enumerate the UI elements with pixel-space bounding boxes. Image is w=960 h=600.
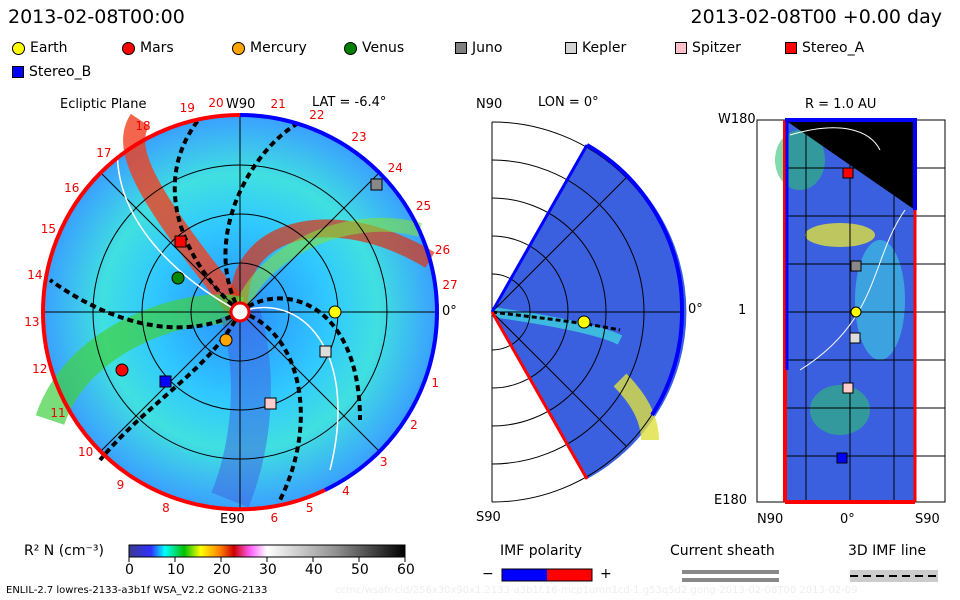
carrington-label: 9 [116, 478, 125, 493]
panel1-lat: LAT = -6.4° [312, 95, 387, 110]
panel2-right-label: 0° [688, 302, 703, 317]
carrington-label: 2 [410, 418, 418, 433]
carrington-label: 20 [208, 95, 224, 110]
legend-item-mercury: Mercury [232, 40, 307, 56]
carrington-label: 21 [270, 97, 286, 112]
colorbar-tick-label: 60 [397, 562, 415, 578]
carrington-label: 22 [309, 107, 325, 122]
imf-negative-swatch [502, 569, 547, 581]
colorbar-tick-label: 0 [125, 562, 134, 578]
carrington-label: 4 [342, 484, 350, 498]
colorbar-ticks [128, 557, 406, 562]
imf-minus: − [482, 566, 494, 582]
carrington-label: 27 [442, 278, 458, 293]
imf-positive-swatch [547, 569, 592, 581]
imf-plus: + [600, 566, 612, 582]
panel3-x-mid: 0° [840, 512, 855, 527]
colorbar-tick-label: 30 [259, 562, 277, 578]
carrington-label: 23 [351, 129, 367, 144]
carrington-label: 13 [24, 314, 40, 329]
legend-item-kepler: Kepler [565, 40, 626, 56]
panel3-title: R = 1.0 AU [805, 97, 877, 112]
colorbar-tick-label: 20 [213, 562, 231, 578]
legend-label: Stereo_A [802, 40, 865, 56]
circle-marker-icon [12, 41, 25, 55]
colorbar-tick-label: 50 [351, 562, 369, 578]
legend-label: Stereo_B [29, 64, 92, 80]
current-sheath-label: Current sheath [670, 543, 775, 559]
left-timestamp: 2013-02-08T00:00 [8, 6, 185, 28]
legend-label: Kepler [582, 40, 627, 56]
panel3-top-left: W180 [718, 112, 756, 127]
carrington-label: 5 [305, 501, 314, 516]
carrington-label: 14 [27, 267, 43, 282]
panel1-top-label: W90 [226, 97, 256, 112]
panel2-lon: LON = 0° [538, 95, 599, 110]
panel1-title: Ecliptic Plane [60, 97, 147, 112]
1au-sphere-plot [756, 118, 946, 504]
panel3-bottom-left: E180 [714, 493, 748, 508]
carrington-label: 19 [179, 101, 195, 116]
colorbar-tick-label: 40 [305, 562, 323, 578]
square-marker-icon [675, 42, 687, 54]
carrington-label: 12 [32, 361, 48, 376]
legend-item-venus: Venus [344, 40, 404, 56]
imf-line-label: 3D IMF line [848, 543, 927, 559]
square-marker-icon [785, 42, 797, 54]
square-marker-icon [455, 42, 467, 54]
carrington-label: 11 [50, 405, 66, 420]
carrington-label: 26 [434, 242, 451, 257]
square-marker-icon [565, 42, 577, 54]
legend-item-juno: Juno [455, 40, 502, 56]
square-marker-icon [12, 66, 24, 78]
circle-marker-icon [232, 41, 245, 55]
meridional-plane-plot [490, 121, 687, 503]
panel3-x-right: S90 [915, 512, 940, 527]
right-timestamp: 2013-02-08T00 +0.00 day [690, 6, 942, 28]
legend-label: Mars [140, 40, 174, 56]
colorbar-label: R² N (cm⁻³) [24, 543, 104, 559]
panel1-right-label: 0° [442, 304, 457, 319]
carrington-label: 24 [387, 160, 403, 175]
imf-polarity-label: IMF polarity [500, 543, 583, 559]
panel2-bottom-label: S90 [476, 510, 501, 525]
legend-item-spitzer: Spitzer [675, 40, 741, 56]
carrington-label: 18 [135, 118, 151, 133]
legend-item-stereo_b: Stereo_B [12, 64, 91, 80]
carrington-label: 6 [270, 510, 279, 525]
legend-label: Mercury [250, 40, 307, 56]
circle-marker-icon [344, 41, 357, 55]
carrington-label: 17 [96, 145, 112, 160]
panel1-bottom-label: E90 [220, 512, 245, 527]
legend-item-stereo_a: Stereo_A [785, 40, 864, 56]
circle-marker-icon [122, 41, 135, 55]
colorbar [128, 544, 406, 558]
carrington-label: 1 [431, 375, 439, 390]
legend-item-mars: Mars [122, 40, 174, 56]
carrington-label: 3 [379, 455, 388, 470]
model-info: ENLIL-2.7 lowres-2133-a3b1f WSA_V2.2 GON… [6, 585, 268, 596]
carrington-label: 25 [415, 199, 432, 213]
current-sheath-line [682, 570, 779, 574]
carrington-label: 8 [162, 501, 170, 516]
legend-label: Juno [472, 40, 503, 56]
ecliptic-plane-plot [35, 113, 440, 512]
panel3-mid-left: 1 [738, 303, 747, 318]
panel3-x-left: N90 [757, 512, 784, 527]
carrington-label: 10 [77, 444, 94, 459]
watermark: ccmc/wsafr-cld/256x30x90x1.2133-a3b1f.16… [335, 585, 858, 596]
legend-label: Venus [362, 40, 405, 56]
carrington-label: 15 [40, 221, 56, 236]
legend-label: Spitzer [692, 40, 741, 56]
colorbar-tick-label: 10 [167, 562, 185, 578]
carrington-label: 16 [64, 180, 80, 195]
legend-item-earth: Earth [12, 40, 68, 56]
panel2-top-label: N90 [476, 97, 503, 112]
legend-label: Earth [30, 40, 68, 56]
